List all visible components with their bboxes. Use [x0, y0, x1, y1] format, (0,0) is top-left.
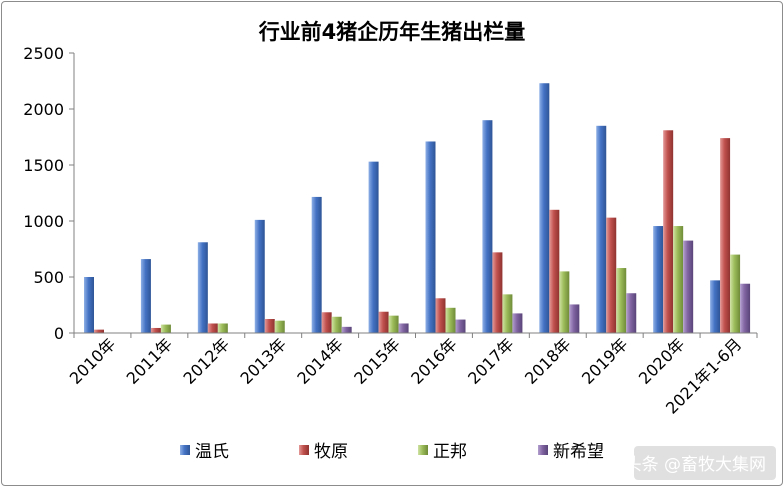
bar-2-2020年	[663, 130, 674, 333]
bar-4-2018年	[569, 304, 580, 333]
x-tick-label: 2017年	[464, 334, 518, 388]
legend: 温氏 牧原 正邦 新希望	[180, 442, 604, 462]
x-tick-label: 2013年	[236, 334, 290, 388]
bar-2-2017年	[492, 252, 503, 333]
x-tick-label: 2016年	[407, 334, 461, 388]
legend-label: 温氏	[195, 442, 229, 462]
x-tick-label: 2015年	[350, 334, 404, 388]
bar-3-2019年	[616, 268, 627, 333]
bar-4-2019年	[626, 293, 637, 333]
bar-2-2016年	[435, 298, 446, 333]
bar-3-2020年	[673, 226, 684, 333]
bar-2-2018年	[549, 209, 560, 333]
bars-group	[84, 83, 751, 334]
legend-label: 正邦	[433, 442, 467, 462]
bar-3-2013年	[274, 320, 285, 333]
bar-4-2015年	[398, 323, 409, 333]
bar-2-2010年	[94, 329, 104, 333]
bar-3-2018年	[559, 271, 570, 333]
x-tick-label: 2010年	[66, 334, 120, 388]
y-tick-label: 1000	[23, 212, 64, 231]
chart-title: 行业前4猪企历年生猪出栏量	[258, 20, 526, 44]
bar-2-2013年	[264, 319, 275, 333]
bar-3-2016年	[445, 307, 456, 333]
y-axis: 0 500 1000 1500 2000 2500	[23, 44, 75, 343]
bar-1-2020年	[653, 226, 664, 333]
bar-3-2015年	[388, 315, 399, 333]
bar-1-2011年	[140, 259, 151, 333]
bar-1-2018年	[539, 83, 550, 334]
bar-2-2012年	[207, 323, 218, 333]
bar-3-2017年	[502, 294, 513, 333]
bar-2-2015年	[378, 311, 389, 333]
x-tick-label: 2020年	[635, 334, 689, 388]
bar-4-2014年	[341, 326, 352, 333]
y-tick-label: 500	[33, 268, 64, 287]
legend-swatch	[418, 445, 428, 455]
bar-2-2014年	[321, 312, 332, 333]
legend-label: 牧原	[314, 442, 348, 462]
bar-4-2020年	[683, 240, 694, 333]
bar-1-2014年	[311, 196, 322, 333]
legend-swatch	[180, 445, 190, 455]
legend-label: 新希望	[553, 442, 604, 462]
watermark-text: 头条 @畜牧大集网	[625, 455, 766, 475]
bar-1-2017年	[482, 120, 493, 333]
bar-4-2016年	[455, 319, 466, 333]
bar-2-2011年	[150, 327, 161, 333]
bar-3-2014年	[331, 316, 342, 333]
bar-4-2017年	[512, 313, 523, 333]
bar-1-2010年	[84, 277, 94, 333]
bar-1-2016年	[425, 141, 436, 333]
legend-swatch	[299, 445, 309, 455]
watermark-shadow	[634, 446, 776, 480]
bar-1-2012年	[197, 242, 208, 333]
bar-1-2019年	[596, 125, 607, 333]
bar-1-2015年	[368, 161, 379, 333]
x-tick-label: 2014年	[293, 334, 347, 388]
x-tick-label: 2012年	[180, 334, 234, 388]
y-tick-label: 2000	[23, 100, 64, 119]
y-tick-label: 0	[54, 324, 64, 343]
x-tick-label: 2019年	[578, 334, 632, 388]
legend-swatch	[538, 445, 548, 455]
bar-3-2012年	[217, 323, 228, 333]
bar-3-2021年1-6月	[730, 254, 741, 333]
x-axis: 2010年 2011年 2012年 2013年 2014年 2015年 2016年 2017年…	[66, 332, 758, 418]
y-tick-label: 1500	[23, 156, 64, 175]
bar-1-2013年	[254, 219, 265, 333]
bar-1-2021年1-6月	[710, 280, 721, 333]
bar-2-2021年1-6月	[720, 138, 731, 333]
bar-3-2011年	[160, 324, 171, 333]
x-tick-label: 2011年	[123, 334, 177, 388]
bar-4-2021年1-6月	[740, 283, 751, 333]
x-tick-label: 2018年	[521, 334, 575, 388]
bar-2-2019年	[606, 217, 617, 333]
y-tick-label: 2500	[23, 44, 64, 63]
